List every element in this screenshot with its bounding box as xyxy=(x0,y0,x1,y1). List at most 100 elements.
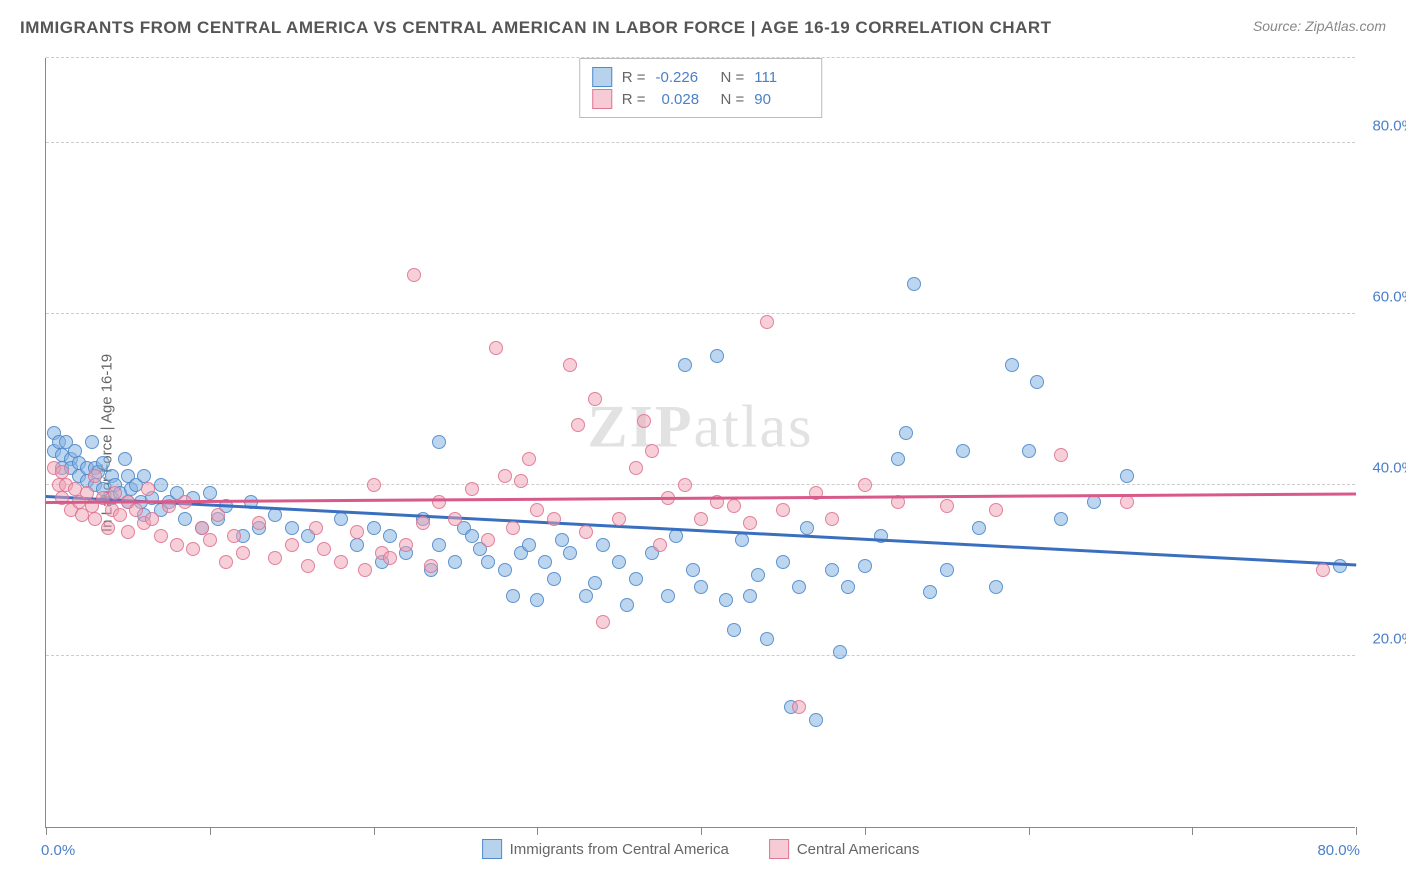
data-point xyxy=(195,521,209,535)
data-point xyxy=(661,589,675,603)
data-point xyxy=(833,645,847,659)
data-point xyxy=(727,623,741,637)
data-point xyxy=(669,529,683,543)
bottom-legend: Immigrants from Central America Central … xyxy=(482,839,920,859)
data-point xyxy=(227,529,241,543)
data-point xyxy=(399,538,413,552)
grid-line xyxy=(46,313,1355,314)
data-point xyxy=(596,615,610,629)
data-point xyxy=(1333,559,1347,573)
data-point xyxy=(1054,512,1068,526)
data-point xyxy=(1030,375,1044,389)
data-point xyxy=(96,456,110,470)
data-point xyxy=(760,632,774,646)
chart-plot-area: In Labor Force | Age 16-19 ZIPatlas 0.0%… xyxy=(45,58,1355,828)
data-point xyxy=(448,512,462,526)
data-point xyxy=(800,521,814,535)
data-point xyxy=(1005,358,1019,372)
data-point xyxy=(367,521,381,535)
stat-label: R = xyxy=(622,91,646,108)
stat-label: R = xyxy=(622,69,646,86)
stat-r-value: -0.226 xyxy=(656,69,711,86)
data-point xyxy=(481,555,495,569)
data-point xyxy=(129,503,143,517)
x-tick xyxy=(701,827,702,835)
data-point xyxy=(317,542,331,556)
data-point xyxy=(563,358,577,372)
data-point xyxy=(424,559,438,573)
data-point xyxy=(367,478,381,492)
data-point xyxy=(620,598,634,612)
data-point xyxy=(432,495,446,509)
data-point xyxy=(579,525,593,539)
data-point xyxy=(432,538,446,552)
x-tick xyxy=(210,827,211,835)
data-point xyxy=(899,426,913,440)
data-point xyxy=(55,465,69,479)
x-tick xyxy=(1192,827,1193,835)
data-point xyxy=(522,452,536,466)
data-point xyxy=(1087,495,1101,509)
data-point xyxy=(219,555,233,569)
y-tick-label: 80.0% xyxy=(1360,117,1406,134)
data-point xyxy=(465,529,479,543)
data-point xyxy=(268,551,282,565)
y-tick-label: 20.0% xyxy=(1360,630,1406,647)
data-point xyxy=(972,521,986,535)
data-point xyxy=(186,542,200,556)
data-point xyxy=(481,533,495,547)
data-point xyxy=(203,533,217,547)
data-point xyxy=(547,512,561,526)
data-point xyxy=(776,555,790,569)
data-point xyxy=(579,589,593,603)
data-point xyxy=(538,555,552,569)
data-point xyxy=(252,516,266,530)
data-point xyxy=(588,392,602,406)
data-point xyxy=(301,559,315,573)
data-point xyxy=(760,315,774,329)
data-point xyxy=(285,538,299,552)
data-point xyxy=(841,580,855,594)
data-point xyxy=(101,521,115,535)
data-point xyxy=(170,538,184,552)
stat-r-value: 0.028 xyxy=(656,91,711,108)
legend-label: Central Americans xyxy=(797,841,920,858)
legend-item: Central Americans xyxy=(769,839,920,859)
data-point xyxy=(555,533,569,547)
grid-line xyxy=(46,57,1355,58)
y-tick-label: 60.0% xyxy=(1360,288,1406,305)
x-tick xyxy=(46,827,47,835)
data-point xyxy=(432,435,446,449)
data-point xyxy=(710,349,724,363)
data-point xyxy=(637,414,651,428)
swatch-icon xyxy=(592,67,612,87)
data-point xyxy=(751,568,765,582)
stat-n-value: 90 xyxy=(754,91,809,108)
data-point xyxy=(498,563,512,577)
data-point xyxy=(383,529,397,543)
data-point xyxy=(571,418,585,432)
data-point xyxy=(678,478,692,492)
data-point xyxy=(629,461,643,475)
data-point xyxy=(141,482,155,496)
data-point xyxy=(743,516,757,530)
x-tick xyxy=(865,827,866,835)
data-point xyxy=(645,444,659,458)
data-point xyxy=(309,521,323,535)
x-tick xyxy=(374,827,375,835)
data-point xyxy=(154,529,168,543)
legend-label: Immigrants from Central America xyxy=(510,841,729,858)
swatch-icon xyxy=(482,839,502,859)
data-point xyxy=(629,572,643,586)
data-point xyxy=(88,469,102,483)
data-point xyxy=(448,555,462,569)
data-point xyxy=(907,277,921,291)
source-label: Source: ZipAtlas.com xyxy=(1253,18,1386,34)
data-point xyxy=(809,713,823,727)
data-point xyxy=(383,551,397,565)
x-axis-min-label: 0.0% xyxy=(41,842,75,859)
data-point xyxy=(137,469,151,483)
swatch-icon xyxy=(592,89,612,109)
data-point xyxy=(121,525,135,539)
data-point xyxy=(612,512,626,526)
